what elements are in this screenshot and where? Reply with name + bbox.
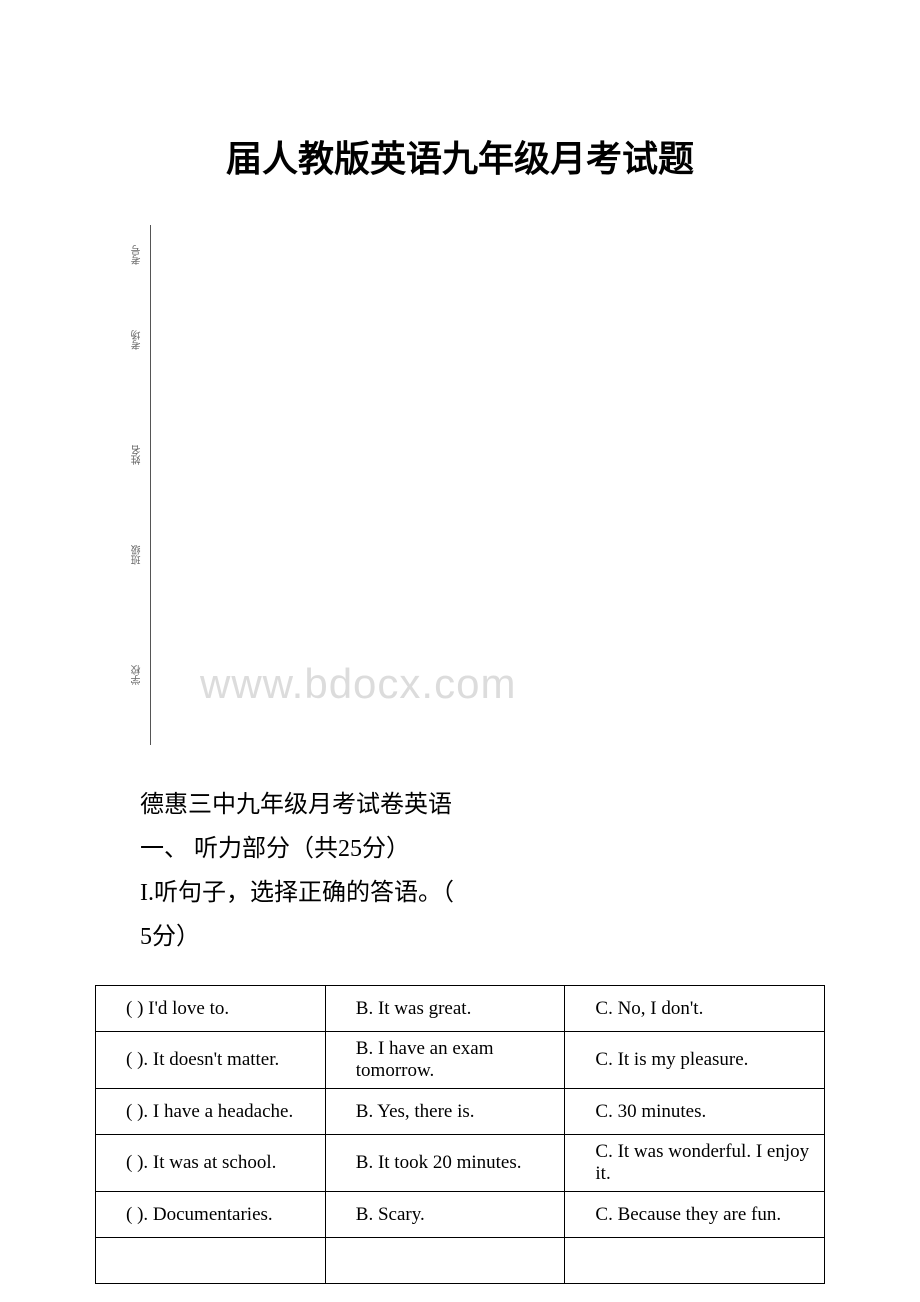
table-row: ( ) I'd love to. B. It was great. C. No,… bbox=[96, 986, 825, 1032]
option-c: C. Because they are fun. bbox=[565, 1192, 825, 1238]
option-c: C. 30 minutes. bbox=[565, 1089, 825, 1135]
option-a: ( ) I'd love to. bbox=[96, 986, 326, 1032]
option-a: ( ). Documentaries. bbox=[96, 1192, 326, 1238]
vlabel-school: 学校 bbox=[130, 665, 145, 685]
section-heading: 一、 听力部分（共25分） bbox=[140, 829, 780, 869]
option-c: C. It is my pleasure. bbox=[565, 1032, 825, 1089]
table-row: ( ). Documentaries. B. Scary. C. Because… bbox=[96, 1192, 825, 1238]
watermark-text: www.bdocx.com bbox=[200, 660, 516, 708]
vlabel-exam-number: 考号 bbox=[130, 245, 145, 265]
option-a bbox=[96, 1238, 326, 1284]
option-b: B. It was great. bbox=[325, 986, 565, 1032]
instruction-line-2: 5分） bbox=[140, 917, 780, 957]
option-b: B. Yes, there is. bbox=[325, 1089, 565, 1135]
page-title: 届人教版英语九年级月考试题 bbox=[0, 0, 920, 212]
option-c bbox=[565, 1238, 825, 1284]
vertical-info-strip: 考号 考场 姓名 班级 学校 bbox=[150, 225, 151, 745]
subtitle-line: 德惠三中九年级月考试卷英语 bbox=[140, 785, 780, 825]
vlabel-class: 班级 bbox=[130, 545, 145, 565]
vlabel-name: 姓名 bbox=[130, 445, 145, 465]
table-row: ( ). I have a headache. B. Yes, there is… bbox=[96, 1089, 825, 1135]
option-b: B. Scary. bbox=[325, 1192, 565, 1238]
option-a: ( ). I have a headache. bbox=[96, 1089, 326, 1135]
option-c: C. No, I don't. bbox=[565, 986, 825, 1032]
table-row bbox=[96, 1238, 825, 1284]
option-a: ( ). It doesn't matter. bbox=[96, 1032, 326, 1089]
table-row: ( ). It doesn't matter. B. I have an exa… bbox=[96, 1032, 825, 1089]
option-b: B. I have an exam tomorrow. bbox=[325, 1032, 565, 1089]
option-b bbox=[325, 1238, 565, 1284]
option-c: C. It was wonderful. I enjoy it. bbox=[565, 1135, 825, 1192]
option-b: B. It took 20 minutes. bbox=[325, 1135, 565, 1192]
listening-options-table: ( ) I'd love to. B. It was great. C. No,… bbox=[95, 985, 825, 1284]
table-row: ( ). It was at school. B. It took 20 min… bbox=[96, 1135, 825, 1192]
body-content: 德惠三中九年级月考试卷英语 一、 听力部分（共25分） I.听句子，选择正确的答… bbox=[140, 785, 780, 961]
instruction-line-1: I.听句子，选择正确的答语。（ bbox=[140, 873, 780, 913]
option-a: ( ). It was at school. bbox=[96, 1135, 326, 1192]
vlabel-exam-room: 考场 bbox=[130, 330, 145, 350]
